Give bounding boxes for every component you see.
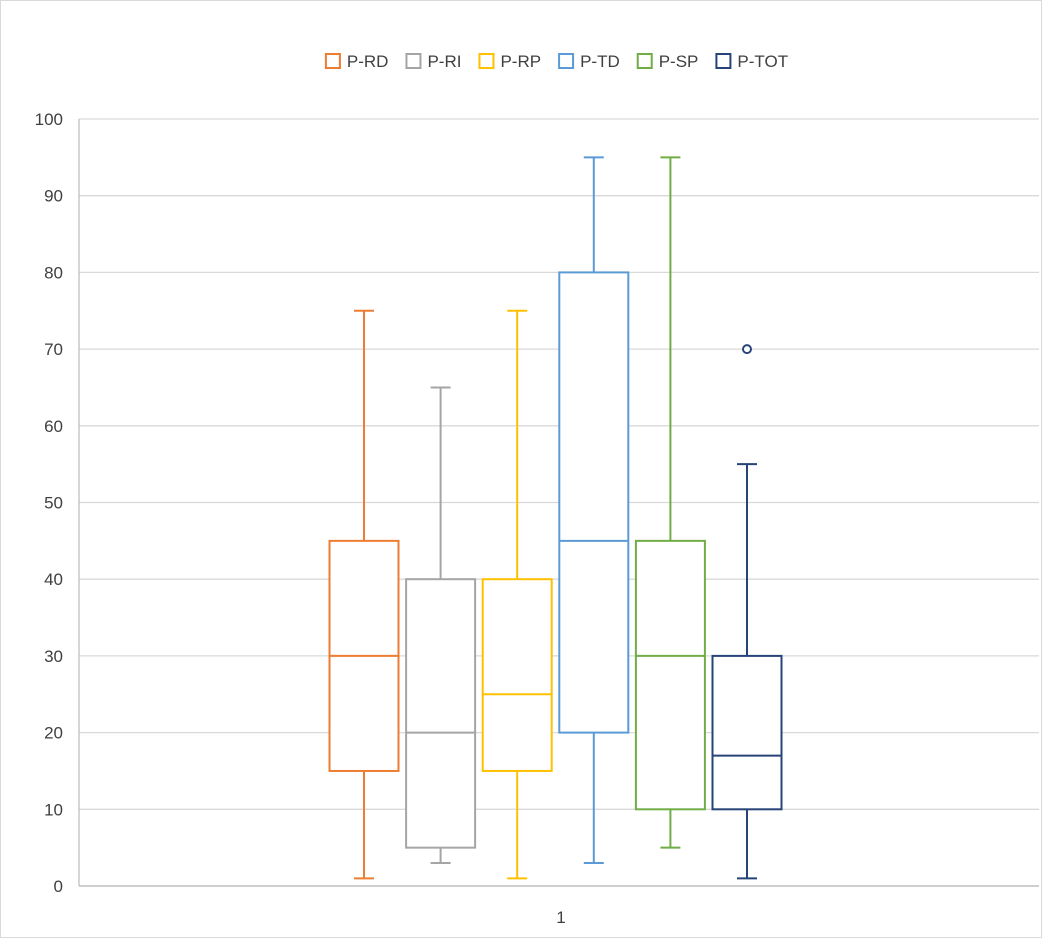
outlier-point <box>742 344 752 355</box>
y-tick-labels: 0 10 20 30 40 50 60 70 80 90 100 <box>35 110 63 896</box>
iqr-box <box>558 271 630 734</box>
legend-item-p-sp: P-SP <box>636 52 699 71</box>
legend-label: P-RP <box>500 52 541 71</box>
iqr-box <box>634 539 706 811</box>
y-tick-label-0: 0 <box>54 877 63 896</box>
legend-swatch <box>558 53 575 69</box>
y-tick-label-10: 10 <box>44 800 63 819</box>
legend-label: P-TD <box>580 52 620 71</box>
y-tick-label-100: 100 <box>35 110 63 129</box>
legend-item-p-rd: P-RD <box>324 52 389 71</box>
y-tick-label-80: 80 <box>44 263 63 282</box>
legend-label: P-RI <box>427 52 461 71</box>
legend-label: P-RD <box>347 52 389 71</box>
y-tick-label-30: 30 <box>44 647 63 666</box>
box-p-td <box>558 156 630 864</box>
iqr-box <box>405 578 477 849</box>
legend-label: P-SP <box>659 52 699 71</box>
y-tick-label-70: 70 <box>44 340 63 359</box>
y-tick-label-50: 50 <box>44 494 63 513</box>
y-tick-label-40: 40 <box>44 570 63 589</box>
iqr-box <box>481 578 553 772</box>
box-p-rd <box>328 309 400 880</box>
legend-item-p-ri: P-RI <box>405 52 461 71</box>
legend-swatch <box>405 53 422 69</box>
y-tick-label-20: 20 <box>44 724 63 743</box>
legend-swatch <box>715 53 732 69</box>
legend-item-p-td: P-TD <box>558 52 620 71</box>
y-tick-label-90: 90 <box>44 187 63 206</box>
legend-swatch <box>324 53 341 69</box>
y-tick-label-60: 60 <box>44 417 63 436</box>
axes <box>78 119 1039 887</box>
box-p-ri <box>405 386 477 864</box>
legend-swatch <box>478 53 495 69</box>
x-tick-labels: 1 <box>556 908 565 927</box>
legend-item-p-tot: P-TOT <box>715 52 788 71</box>
legend-swatch <box>636 53 653 69</box>
box-series <box>328 156 783 880</box>
legend-label: P-TOT <box>737 52 788 71</box>
legend-item-p-rp: P-RP <box>478 52 541 71</box>
box-p-tot <box>711 344 783 880</box>
box-p-rp <box>481 309 553 880</box>
x-tick-label: 1 <box>556 908 565 927</box>
box-p-sp <box>634 156 706 849</box>
legend: P-RD P-RI P-RP P-TD P-SP P-TOT <box>324 52 788 71</box>
iqr-box <box>711 654 783 811</box>
